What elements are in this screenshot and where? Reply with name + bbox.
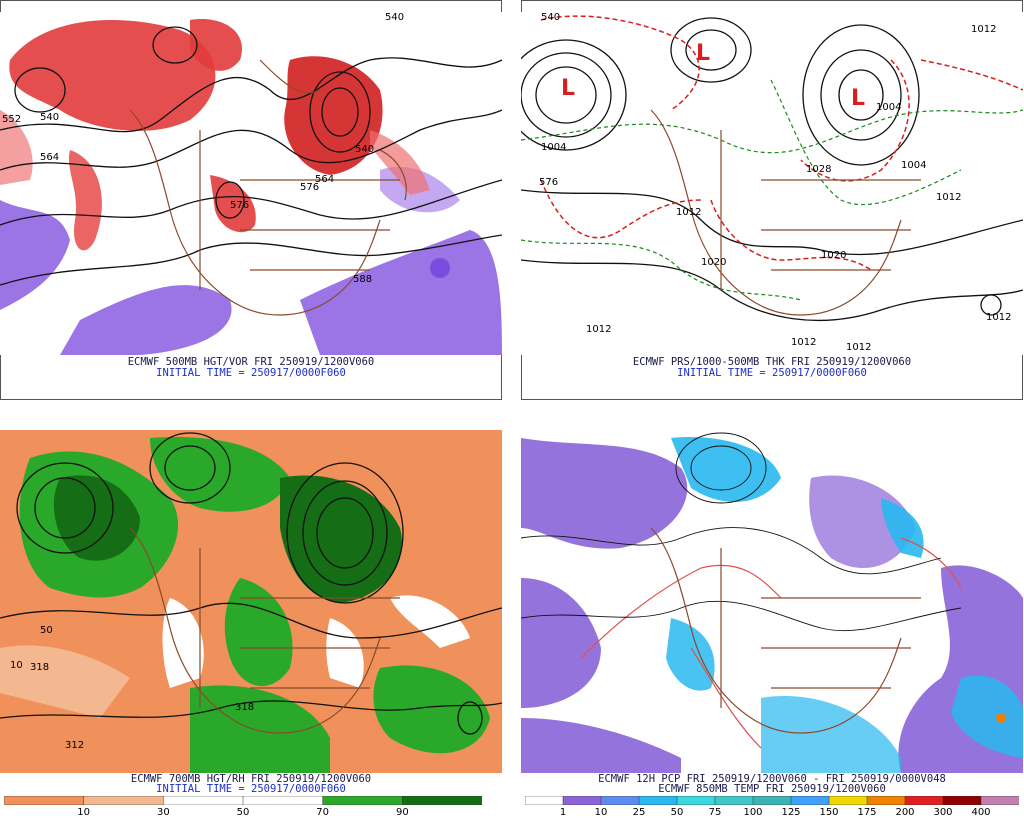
thickness-label: 540 <box>541 12 560 23</box>
contour-label: 312 <box>65 740 84 751</box>
map-pressure-thickness: L L L 1004 1004 1012 1012 1020 1028 1012… <box>521 12 1023 355</box>
contour-label: 576 <box>300 182 319 193</box>
contour-label: 576 <box>230 200 249 211</box>
panel-12h-precip-850mb-temp: ECMWF 12H PCP FRI 250919/1200V060 - FRI … <box>521 418 1023 819</box>
contour-label: 318 <box>235 702 254 713</box>
contour-label: 540 <box>355 144 374 155</box>
contour-label: 564 <box>315 174 334 185</box>
colorbar-tick-label: 30 <box>156 807 170 818</box>
map-700mb-rh: 318 312 318 50 10 <box>0 430 502 773</box>
colorbar-tick-label: 90 <box>395 807 409 818</box>
rh-colorbar-ticks: 10 30 50 70 90 <box>4 807 482 819</box>
precip-colorbar-ticks: 1 10 25 50 75 100 125 150 175 200 300 400 <box>525 807 1019 819</box>
colorbar-swatch <box>638 796 678 805</box>
map-caption-temp: ECMWF 850MB TEMP FRI 250919/1200V060 <box>658 783 886 795</box>
colorbar-swatch <box>828 796 868 805</box>
colorbar-swatch <box>866 796 906 805</box>
map-precip-temp <box>521 430 1023 773</box>
contour-label: 564 <box>40 152 59 163</box>
map-init-time: INITIAL TIME = 250917/0000F060 <box>677 367 867 379</box>
isobar-label: 1020 <box>701 257 726 268</box>
colorbar-tick-label: 125 <box>781 807 801 818</box>
isobar-label: 1012 <box>936 192 961 203</box>
panel-700mb-hgt-rh: 318 312 318 50 10 ECMWF 700MB HGT/RH FRI… <box>0 418 502 819</box>
isobar-label: 1028 <box>806 164 831 175</box>
rh-label: 50 <box>40 625 53 636</box>
panel-500mb-hgt-vor: 540 552 540 564 576 576 588 540 564 ECMW… <box>0 0 502 400</box>
colorbar-swatch <box>676 796 716 805</box>
colorbar-swatch <box>904 796 944 805</box>
isobar-label: 1012 <box>676 207 701 218</box>
contour-label: 552 <box>2 114 21 125</box>
colorbar-swatch <box>752 796 792 805</box>
colorbar-swatch <box>402 796 482 805</box>
colorbar-swatch <box>4 796 85 805</box>
isobar-label: 1004 <box>901 160 926 171</box>
isobar-label: 1012 <box>846 342 871 353</box>
contour-label: 540 <box>385 12 404 23</box>
colorbar-tick-label: 10 <box>594 807 608 818</box>
colorbar-tick-label: 100 <box>743 807 763 818</box>
isobar-label: 1012 <box>586 324 611 335</box>
colorbar-swatch <box>942 796 982 805</box>
svg-text:L: L <box>561 76 575 101</box>
colorbar-tick-label: 75 <box>708 807 722 818</box>
precip-colorbar <box>525 796 1019 805</box>
svg-text:L: L <box>851 86 865 111</box>
colorbar-swatch <box>83 796 165 805</box>
colorbar-swatch <box>562 796 602 805</box>
thickness-label: 576 <box>539 177 558 188</box>
map-init-time: INITIAL TIME = 250917/0000F060 <box>156 783 346 795</box>
contour-label: 540 <box>40 112 59 123</box>
isobar-label: 1012 <box>986 312 1011 323</box>
map-500mb-vorticity: 540 552 540 564 576 576 588 540 564 <box>0 12 502 355</box>
isobar-label: 1020 <box>821 250 846 261</box>
colorbar-tick-label: 400 <box>971 807 991 818</box>
colorbar-tick-label: 300 <box>933 807 953 818</box>
colorbar-tick-label: 10 <box>77 807 91 818</box>
colorbar-swatch <box>714 796 754 805</box>
colorbar-tick-label: 25 <box>632 807 646 818</box>
colorbar-swatch <box>790 796 830 805</box>
isobar-label: 1012 <box>791 337 816 348</box>
colorbar-tick-label: 70 <box>316 807 330 818</box>
colorbar-swatch <box>525 796 564 805</box>
colorbar-tick-label: 1 <box>559 807 567 818</box>
colorbar-swatch <box>600 796 640 805</box>
map-caption: ECMWF 12H PCP FRI 250919/1200V060 - FRI … <box>598 773 946 785</box>
contour-label: 588 <box>353 274 372 285</box>
colorbar-tick-label: 200 <box>895 807 915 818</box>
isobar-label: 1004 <box>541 142 566 153</box>
isobar-label: 1012 <box>971 24 996 35</box>
rh-colorbar <box>4 796 482 805</box>
colorbar-tick-label: 50 <box>236 807 250 818</box>
colorbar-swatch <box>980 796 1019 805</box>
map-caption: ECMWF 700MB HGT/RH FRI 250919/1200V060 <box>130 773 372 785</box>
colorbar-swatch <box>242 796 324 805</box>
isobar-label: 1004 <box>876 102 901 113</box>
map-caption: ECMWF PRS/1000-500MB THK FRI 250919/1200… <box>632 356 912 368</box>
map-caption: ECMWF 500MB HGT/VOR FRI 250919/1200V060 <box>127 356 375 368</box>
panel-sfc-pressure-thickness: L L L 1004 1004 1012 1012 1020 1028 1012… <box>521 0 1023 400</box>
colorbar-swatch <box>322 796 404 805</box>
colorbar-tick-label: 150 <box>819 807 839 818</box>
colorbar-swatch <box>163 796 244 805</box>
svg-text:L: L <box>696 41 710 66</box>
colorbar-tick-label: 175 <box>857 807 877 818</box>
rh-label: 10 <box>10 660 23 671</box>
contour-label: 318 <box>30 662 49 673</box>
colorbar-tick-label: 50 <box>670 807 684 818</box>
map-init-time: INITIAL TIME = 250917/0000F060 <box>156 367 346 379</box>
